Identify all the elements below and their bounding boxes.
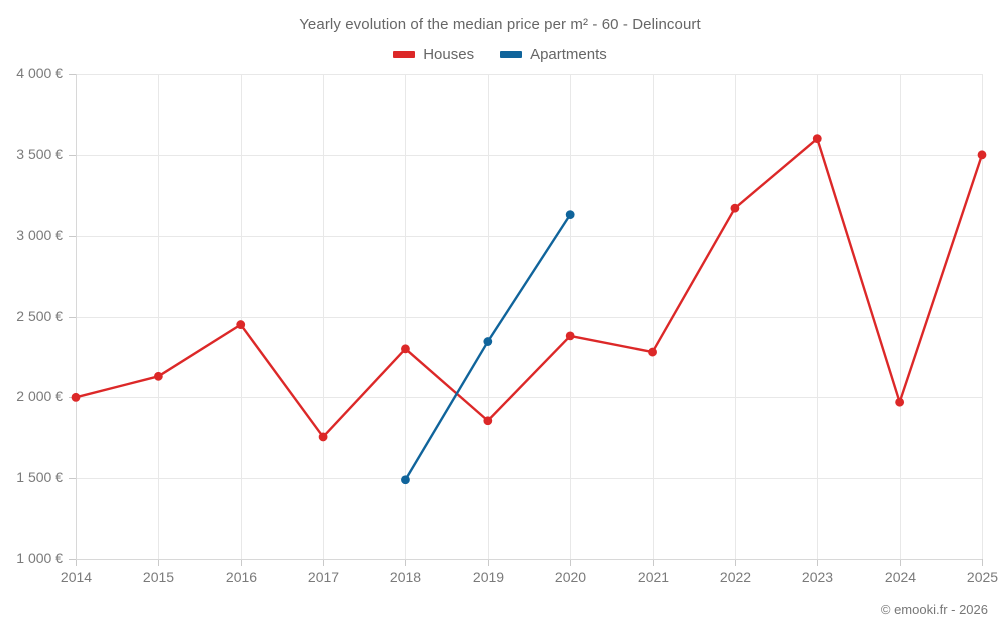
data-point-apartments-2018[interactable] — [401, 475, 410, 485]
x-axis-tick-label: 2016 — [226, 569, 257, 585]
data-point-houses-2017[interactable] — [318, 432, 328, 442]
chart-legend: Houses Apartments — [0, 46, 1000, 63]
y-axis-tick-label: 1 000 € — [16, 550, 63, 566]
legend-swatch-apartments — [500, 51, 523, 58]
data-point-houses-2023[interactable] — [812, 134, 822, 144]
data-point-houses-2020[interactable] — [565, 331, 575, 341]
data-point-houses-2019[interactable] — [483, 416, 493, 426]
x-axis-tick-label: 2022 — [720, 569, 751, 585]
data-point-houses-2021[interactable] — [648, 347, 657, 357]
y-axis-tick-label: 1 500 € — [16, 469, 63, 485]
data-point-houses-2022[interactable] — [730, 203, 740, 213]
x-axis-tick-label: 2018 — [390, 569, 421, 585]
data-point-houses-2014[interactable] — [71, 392, 81, 402]
credit-text: © emooki.fr - 2026 — [880, 602, 988, 617]
data-point-houses-2015[interactable] — [153, 371, 163, 381]
x-axis-tick-label: 2024 — [885, 569, 916, 585]
y-axis-tick-label: 2 000 € — [16, 388, 63, 404]
y-axis-tick-label: 2 500 € — [16, 308, 63, 324]
legend-item-houses[interactable]: Houses — [393, 46, 474, 63]
x-axis-tick-label: 2023 — [802, 569, 833, 585]
series-line-apartments — [404, 213, 572, 481]
data-point-houses-2016[interactable] — [236, 320, 246, 329]
data-point-houses-2025[interactable] — [977, 150, 987, 160]
data-point-houses-2018[interactable] — [401, 344, 410, 354]
chart-title: Yearly evolution of the median price per… — [299, 16, 701, 33]
x-axis-tick-label: 2021 — [638, 569, 669, 585]
y-axis-tick-label: 3 500 € — [16, 146, 63, 162]
legend-item-apartments[interactable]: Apartments — [500, 46, 607, 63]
data-point-apartments-2019[interactable] — [483, 337, 493, 346]
x-axis-tick-label: 2014 — [61, 569, 92, 585]
x-axis-tick-label: 2025 — [967, 569, 998, 585]
x-axis-tick-label: 2020 — [555, 569, 586, 585]
x-axis-tick-label: 2019 — [473, 569, 504, 585]
series-line-houses — [74, 137, 984, 439]
data-point-apartments-2020[interactable] — [565, 210, 575, 220]
legend-swatch-houses — [393, 51, 416, 58]
legend-label-houses: Houses — [423, 46, 475, 63]
legend-label-apartments: Apartments — [530, 46, 607, 63]
y-axis-tick-label: 4 000 € — [16, 65, 63, 81]
data-point-houses-2024[interactable] — [895, 397, 905, 407]
x-axis-tick-label: 2015 — [143, 569, 174, 585]
y-axis-tick-label: 3 000 € — [16, 227, 63, 243]
x-axis-tick-label: 2017 — [308, 569, 339, 585]
